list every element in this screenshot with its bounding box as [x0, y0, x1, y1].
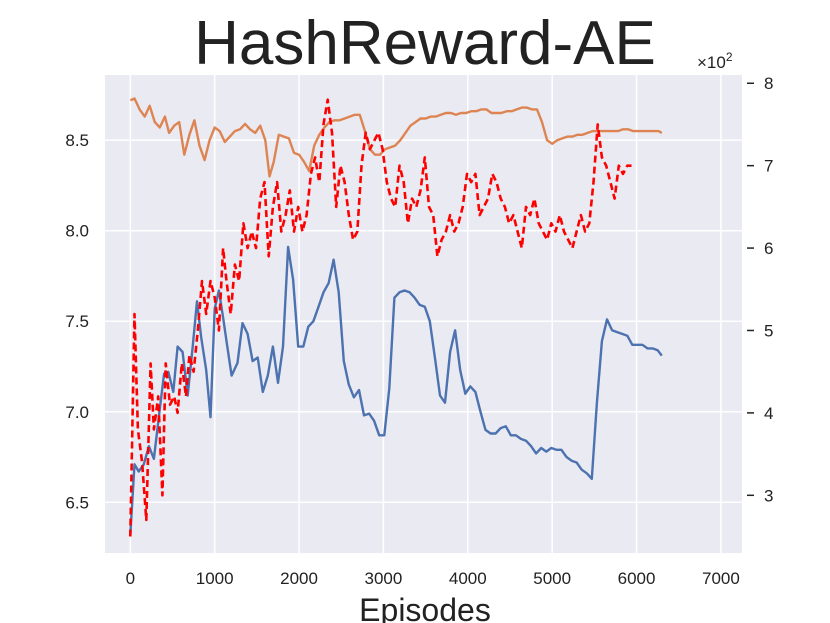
right-y-tick-label: 8 [764, 74, 773, 93]
left-y-tick-label: 8.0 [65, 222, 89, 241]
left-y-tick-label: 8.5 [65, 131, 89, 150]
left-y-axis: 6.5 7.0 7.5 8.0 8.5 [65, 131, 89, 512]
series-line-2 [129, 97, 663, 178]
x-tick-label: 0 [126, 569, 135, 588]
right-y-tick-label: 6 [764, 239, 773, 258]
series-lines [129, 97, 663, 537]
right-axis-multiplier-base: ×10 [697, 53, 726, 72]
right-axis-multiplier-exponent: 2 [726, 50, 733, 64]
x-tick-label: 1000 [196, 569, 234, 588]
x-tick-label: 2000 [280, 569, 318, 588]
series-line-3 [129, 98, 632, 537]
x-axis: 0 1000 2000 3000 4000 5000 6000 7000 [126, 569, 740, 588]
x-tick-label: 3000 [365, 569, 403, 588]
chart-title: HashReward-AE [194, 9, 656, 78]
left-y-tick-label: 7.5 [65, 312, 89, 331]
x-tick-label: 6000 [618, 569, 656, 588]
right-y-tick-label: 3 [764, 486, 773, 505]
x-tick-label: 7000 [702, 569, 740, 588]
right-y-tick-label: 5 [764, 321, 773, 340]
right-y-axis: 3 4 5 6 7 8 [747, 74, 773, 505]
right-y-tick-label: 4 [764, 404, 773, 423]
right-y-tick-label: 7 [764, 157, 773, 176]
x-tick-label: 5000 [533, 569, 571, 588]
left-y-tick-label: 7.0 [65, 403, 89, 422]
right-axis-multiplier: ×102 [697, 50, 733, 72]
series-line-1 [129, 245, 663, 535]
x-tick-label: 4000 [449, 569, 487, 588]
x-axis-label: Episodes [359, 592, 491, 623]
left-y-tick-label: 6.5 [65, 493, 89, 512]
